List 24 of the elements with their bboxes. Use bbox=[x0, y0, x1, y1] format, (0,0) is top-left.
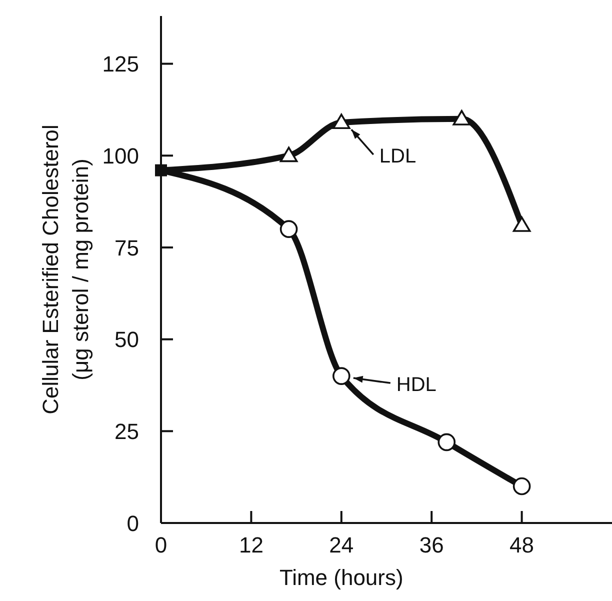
point bbox=[155, 164, 167, 176]
y-tick-label: 100 bbox=[102, 143, 139, 168]
x-tick-label: 24 bbox=[329, 532, 354, 558]
x-tick-label: 48 bbox=[510, 532, 534, 558]
y-tick-label: 125 bbox=[102, 52, 139, 77]
x-axis-title: Time (hours) bbox=[279, 565, 404, 590]
point bbox=[512, 477, 531, 496]
y-tick-label: 50 bbox=[114, 327, 139, 352]
x-tick-label: 36 bbox=[419, 532, 444, 558]
point bbox=[332, 114, 350, 130]
point bbox=[452, 110, 471, 126]
annotation: HDL bbox=[396, 374, 436, 396]
y-tick-label: 25 bbox=[114, 418, 139, 444]
x-tick-label: 12 bbox=[238, 532, 264, 558]
point bbox=[438, 433, 456, 452]
point bbox=[512, 216, 531, 232]
point bbox=[280, 146, 298, 162]
point bbox=[280, 220, 298, 238]
annotation: LDL bbox=[379, 146, 416, 168]
y-axis-title: Cellular Esterified Cholesterol (μg sterol / mg protein) bbox=[38, 124, 93, 414]
y-tick-label: 75 bbox=[114, 235, 139, 260]
y-tick-label: 0 bbox=[126, 510, 139, 536]
x-tick-label: 0 bbox=[154, 532, 168, 558]
point bbox=[332, 367, 350, 385]
